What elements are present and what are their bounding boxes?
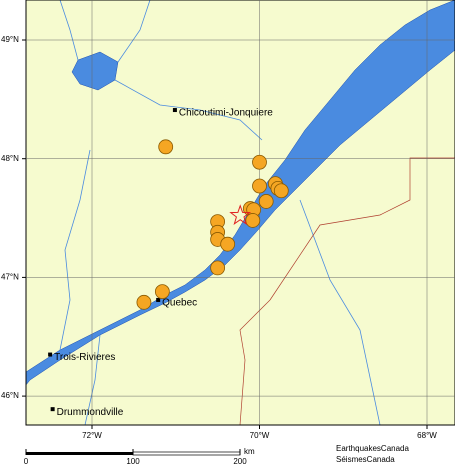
mainshock: [229, 204, 252, 226]
earthquake: [220, 236, 236, 252]
earthquake: [158, 139, 174, 155]
lat-label: 47°N: [1, 273, 19, 282]
earthquake: [210, 260, 226, 276]
lon-label: 68°W: [417, 431, 437, 440]
scale-label: 200: [233, 457, 247, 466]
place-marker: [50, 407, 55, 412]
place-name: Drummondville: [57, 407, 124, 418]
earthquake: [252, 178, 267, 194]
borders: [239, 157, 455, 426]
earthquake: [136, 294, 152, 310]
place-marker: [48, 352, 53, 357]
scale-bar: [26, 452, 133, 455]
lat-label: 48°N: [1, 154, 19, 163]
place-name: Chicoutimi-Jonquiere: [179, 108, 273, 119]
rivers: [59, 0, 381, 426]
earthquake: [245, 213, 261, 228]
scale-label: 0: [24, 457, 29, 466]
place-marker: [156, 297, 161, 302]
earthquake: [252, 154, 267, 170]
scale-bar: [132, 451, 241, 456]
scale-label: 100: [126, 457, 140, 466]
place-name: Quebec: [162, 298, 197, 309]
earthquake: [154, 284, 170, 300]
credit: EarthquakesCanada: [336, 444, 409, 453]
lat-label: 49°N: [1, 35, 19, 44]
water: [25, 0, 455, 386]
lat-label: 46°N: [1, 391, 19, 400]
scale-unit: km: [244, 447, 255, 456]
map-frame: [25, 0, 455, 426]
lon-label: 72°W: [82, 431, 102, 440]
earthquake: [273, 183, 289, 199]
place-marker: [172, 108, 177, 113]
credit: SéismesCanada: [336, 455, 395, 464]
place-name: Trois-Rivieres: [54, 352, 115, 363]
lon-label: 70°W: [250, 431, 270, 440]
earthquake: [258, 194, 274, 209]
